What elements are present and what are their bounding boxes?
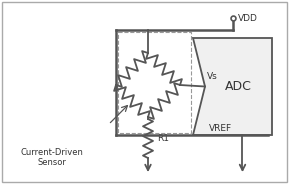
Text: R1: R1: [157, 134, 169, 143]
Text: Current-Driven
Sensor: Current-Driven Sensor: [21, 148, 84, 167]
Text: Vs: Vs: [207, 71, 218, 80]
Text: VDD: VDD: [238, 14, 258, 23]
Bar: [118, 32, 191, 133]
Polygon shape: [193, 38, 272, 135]
Text: VREF: VREF: [209, 124, 232, 133]
Text: ADC: ADC: [225, 80, 252, 93]
